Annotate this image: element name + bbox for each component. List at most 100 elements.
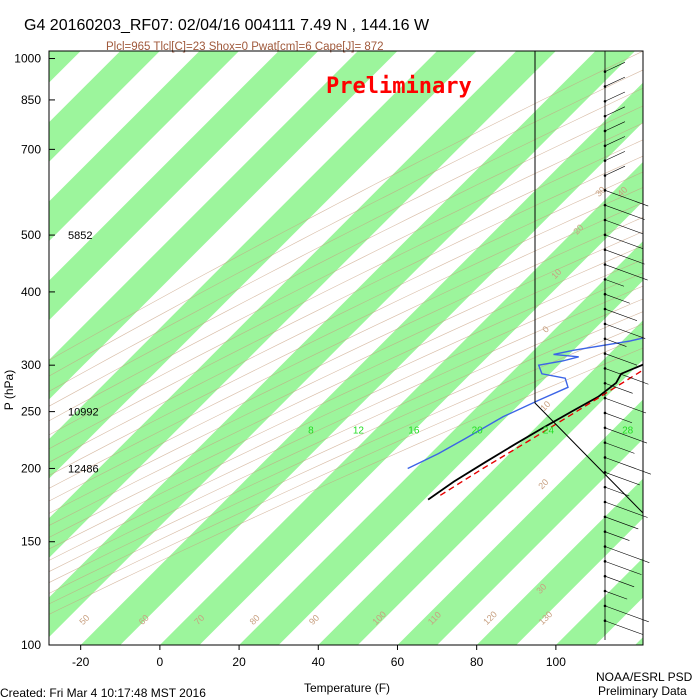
wind-barb <box>604 151 626 161</box>
dry-adiabat-line <box>49 139 643 436</box>
chart-annotations: 1248610992585281216202428321235812205060… <box>68 185 634 627</box>
height-label: 12486 <box>68 463 99 475</box>
wind-barb-point <box>603 441 607 444</box>
temperature-tick-label: 80 <box>470 655 484 669</box>
temperature-band <box>318 320 643 645</box>
created-timestamp: Created: Fri Mar 4 10:17:48 MST 2016 <box>0 686 206 700</box>
mixing-ratio-label: 24 <box>543 426 555 437</box>
wind-barb-point <box>603 574 607 578</box>
wind-barb <box>604 353 638 366</box>
wind-barb <box>604 323 646 339</box>
pressure-tick-label: 250 <box>21 405 41 419</box>
wind-barb-point <box>603 337 607 341</box>
dry-adiabat-line <box>49 171 643 463</box>
temperature-band <box>49 51 556 558</box>
temperature-tick-label: 40 <box>312 655 326 669</box>
chart-title: G4 20160203_RF07: 02/04/16 004111 7.49 N… <box>24 17 430 34</box>
wind-barb <box>604 219 644 235</box>
wind-barb-point <box>603 278 607 281</box>
wind-barb-point <box>603 352 607 355</box>
wind-barb <box>604 121 626 132</box>
adiabat-label: 70 <box>192 613 206 627</box>
pressure-tick-label: 200 <box>21 461 41 475</box>
wind-barb-point <box>603 70 607 73</box>
wind-barb-point <box>603 560 607 563</box>
wind-barb <box>604 136 626 147</box>
dry-adiabat-line <box>49 122 643 422</box>
temperature-band <box>49 51 240 242</box>
wind-barb <box>604 516 639 530</box>
dry-adiabat-line <box>49 231 643 514</box>
pressure-tick-label: 850 <box>21 93 41 107</box>
wind-barb <box>604 442 635 454</box>
wind-barb-point <box>603 545 607 548</box>
temperature-band <box>0 51 1 645</box>
wind-barb <box>604 486 630 497</box>
chart-subtitle: Plcl=965 Tlcl[C]=23 Shox=0 Pwat[cm]=6 Ca… <box>106 41 384 53</box>
wind-barb-point <box>603 619 607 623</box>
pressure-tick-label: 300 <box>21 358 41 372</box>
dry-adiabat-line <box>49 216 643 502</box>
wind-barb <box>604 338 627 347</box>
mixing-ratio-label: 8 <box>308 426 314 437</box>
plot-frame <box>48 50 644 646</box>
dry-adiabats <box>49 51 643 615</box>
wind-barb <box>604 501 648 518</box>
wind-barb-point <box>603 456 607 459</box>
pressure-tick-label: 1000 <box>14 52 41 66</box>
wind-barb-point <box>603 263 607 266</box>
wind-barb <box>604 368 649 385</box>
preliminary-watermark: Preliminary <box>326 74 472 99</box>
adiabat-label: 50 <box>77 613 91 627</box>
wind-barb <box>604 204 645 220</box>
wind-barb-point <box>603 99 607 103</box>
wind-barb <box>604 62 626 72</box>
wind-barb <box>604 91 626 102</box>
dry-adiabat-line <box>49 202 643 489</box>
dry-adiabat-line <box>49 69 643 377</box>
wind-barb <box>604 472 640 486</box>
dry-adiabat-line <box>49 105 643 407</box>
wind-barb <box>604 234 644 249</box>
adiabat-label: 60 <box>137 613 151 627</box>
wind-panel-outline <box>534 51 644 645</box>
wind-barb-point <box>603 189 607 192</box>
adiabat-side-label: 30 <box>593 185 607 199</box>
temperature-tick-label: 100 <box>546 655 566 669</box>
dry-adiabat-line <box>49 87 643 392</box>
pressure-tick-label: 700 <box>21 142 41 156</box>
wind-barb-point <box>603 322 607 326</box>
credit-line-2: Preliminary Data <box>598 684 687 698</box>
temperature-tick-label: 20 <box>232 655 246 669</box>
dry-adiabat-line <box>49 155 643 450</box>
wind-barb <box>604 249 645 265</box>
dewpoint-profile-line <box>407 337 643 470</box>
wind-barb-point <box>603 218 607 222</box>
wind-barb <box>604 457 651 475</box>
wind-barb-point <box>603 292 607 296</box>
wind-barb-point <box>603 203 607 207</box>
temperature-band <box>49 51 398 400</box>
wind-barb-point <box>603 174 607 177</box>
temperature-band <box>49 51 477 479</box>
wind-barb-point <box>603 530 607 533</box>
wind-barb-point <box>603 248 607 251</box>
temperature-tick-label: 60 <box>391 655 405 669</box>
dry-adiabat-line <box>49 347 643 615</box>
wind-barb <box>604 165 626 176</box>
temperature-band <box>49 51 636 638</box>
pressure-tick-label: 500 <box>21 228 41 242</box>
wind-barb <box>604 397 647 414</box>
temperature-band <box>397 399 643 645</box>
dry-adiabat-line <box>49 298 643 572</box>
dry-adiabat-line <box>49 187 643 476</box>
wind-barb <box>604 382 633 394</box>
credit-line-1: NOAA/ESRL PSD <box>596 670 693 684</box>
plot-area: Preliminary <box>0 51 643 645</box>
wind-barb-point <box>603 500 607 504</box>
wind-barb <box>604 561 642 575</box>
wind-barb-point <box>603 589 607 593</box>
sounding-series <box>407 337 643 501</box>
